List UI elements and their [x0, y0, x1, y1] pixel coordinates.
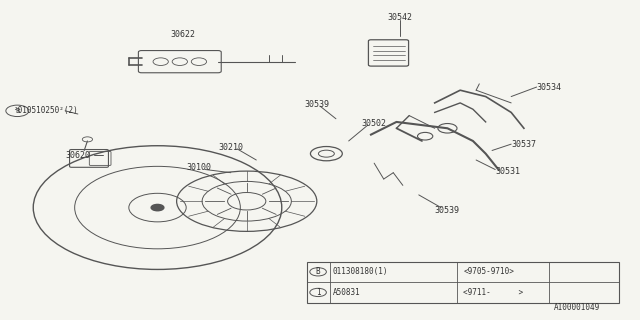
Text: B: B [316, 267, 321, 276]
Text: B: B [15, 108, 19, 114]
Text: 30539: 30539 [435, 206, 460, 215]
Text: 30100: 30100 [186, 164, 211, 172]
Text: 011308180(1): 011308180(1) [333, 267, 388, 276]
Text: 30502: 30502 [362, 119, 387, 128]
Text: 30620: 30620 [65, 151, 90, 160]
Text: 30542: 30542 [387, 13, 412, 22]
Text: 30622: 30622 [170, 30, 195, 39]
Text: <9711-      >: <9711- > [463, 288, 524, 297]
Text: ²010510250²(2): ²010510250²(2) [14, 106, 79, 115]
Text: 30537: 30537 [511, 140, 536, 148]
Text: 30539: 30539 [304, 100, 329, 109]
Text: 1: 1 [316, 288, 321, 297]
Text: 30534: 30534 [537, 83, 562, 92]
Text: A50831: A50831 [333, 288, 360, 297]
Text: <9705-9710>: <9705-9710> [463, 267, 515, 276]
Bar [307, 261, 620, 303]
Text: 30210: 30210 [218, 143, 243, 152]
Text: 30531: 30531 [495, 167, 520, 176]
Text: A100001049: A100001049 [554, 303, 600, 312]
Circle shape [151, 204, 164, 211]
